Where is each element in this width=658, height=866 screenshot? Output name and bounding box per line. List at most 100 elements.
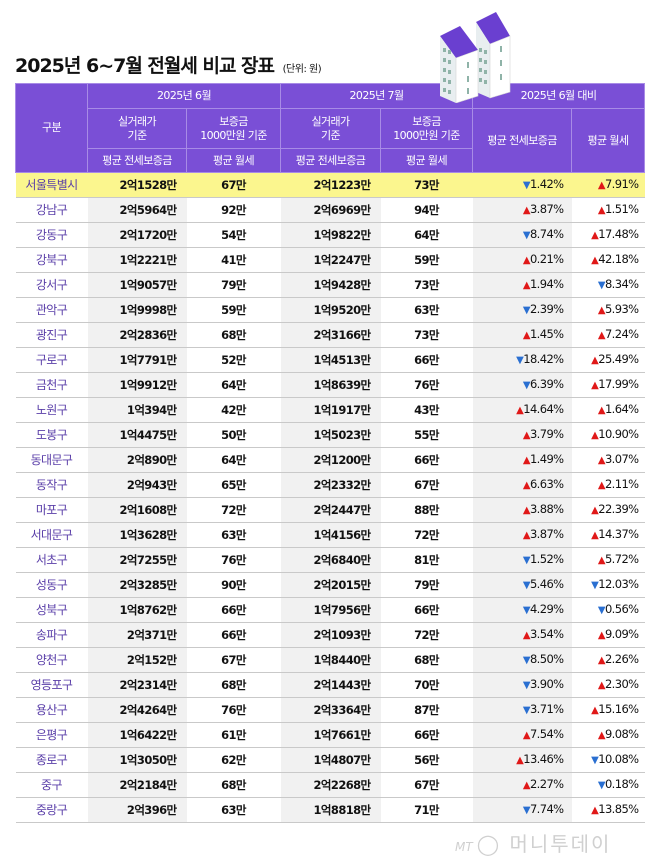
title-text: 2025년 6~7월 전월세 비교 장표 (15, 55, 275, 77)
change-jeonse-value: ▲3.54% (472, 622, 572, 648)
july-wolse-value: 67만 (380, 472, 473, 498)
change-wolse-value: ▲3.07% (571, 447, 645, 473)
june-wolse-value: 92만 (186, 197, 281, 223)
change-jeonse-value: ▼2.39% (472, 297, 572, 323)
july-wolse-value: 66만 (380, 597, 473, 623)
header-july-wolse: 평균 월세 (380, 148, 473, 173)
july-jeonse-value: 1억8440만 (280, 647, 381, 673)
change-jeonse-value: ▲13.46% (472, 747, 572, 773)
table-row: 성동구 2억3285만 90만 2억2015만 79만 ▼5.46% ▼12.03% (15, 572, 645, 598)
district-name: 금천구 (15, 372, 88, 398)
triangle-down-icon: ▼ (522, 380, 531, 391)
july-jeonse-value: 1억9428만 (280, 272, 381, 298)
june-wolse-value: 66만 (186, 597, 281, 623)
table-row: 구로구 1억7791만 52만 1억4513만 66만 ▼18.42% ▲25.49% (15, 347, 645, 373)
table-row: 서울특별시 2억1528만 67만 2억1223만 73만 ▼1.42% ▲7.91% (15, 172, 645, 198)
table-row: 관악구 1억9998만 59만 1억9520만 63만 ▼2.39% ▲5.93% (15, 297, 645, 323)
district-name: 도봉구 (15, 422, 88, 448)
july-jeonse-value: 2억1093만 (280, 622, 381, 648)
june-jeonse-value: 1억2221만 (87, 247, 187, 273)
triangle-up-icon: ▲ (591, 505, 599, 516)
change-wolse-value: ▲9.08% (571, 722, 645, 748)
july-wolse-value: 73만 (380, 272, 473, 298)
district-name: 구로구 (15, 347, 88, 373)
change-jeonse-value: ▲2.27% (472, 772, 572, 798)
header-july-basis-deposit: 보증금 1000만원 기준 (380, 108, 473, 149)
table-row: 강동구 2억1720만 54만 1억9822만 64만 ▼8.74% ▲17.48% (15, 222, 645, 248)
june-wolse-value: 64만 (186, 372, 281, 398)
change-jeonse-value: ▲6.63% (472, 472, 572, 498)
change-wolse-value: ▲10.90% (571, 422, 645, 448)
change-wolse-value: ▲42.18% (571, 247, 645, 273)
july-wolse-value: 67만 (380, 772, 473, 798)
july-jeonse-value: 2억1443만 (280, 672, 381, 698)
change-wolse-value: ▲17.48% (571, 222, 645, 248)
change-jeonse-value: ▲1.94% (472, 272, 572, 298)
july-wolse-value: 94만 (380, 197, 473, 223)
june-wolse-value: 67만 (186, 172, 281, 198)
july-jeonse-value: 1억4807만 (280, 747, 381, 773)
june-jeonse-value: 1억9998만 (87, 297, 187, 323)
july-wolse-value: 72만 (380, 622, 473, 648)
july-jeonse-value: 2억2268만 (280, 772, 381, 798)
page-title: 2025년 6~7월 전월세 비교 장표 (단위: 원) (15, 51, 322, 78)
table-row: 성북구 1억8762만 66만 1억7956만 66만 ▼4.29% ▼0.56% (15, 597, 645, 623)
triangle-down-icon: ▼ (522, 680, 531, 691)
district-name: 강북구 (15, 247, 88, 273)
change-wolse-value: ▲5.93% (571, 297, 645, 323)
district-name: 관악구 (15, 297, 88, 323)
triangle-up-icon: ▲ (597, 480, 606, 491)
triangle-up-icon: ▲ (522, 480, 531, 491)
july-jeonse-value: 1억1917만 (280, 397, 381, 423)
change-wolse-value: ▲25.49% (571, 347, 645, 373)
table-row: 서초구 2억7255만 76만 2억6840만 81만 ▼1.52% ▲5.72% (15, 547, 645, 573)
change-jeonse-value: ▼18.42% (472, 347, 572, 373)
district-name: 노원구 (15, 397, 88, 423)
triangle-up-icon: ▲ (597, 455, 606, 466)
july-jeonse-value: 1억4156만 (280, 522, 381, 548)
july-wolse-value: 66만 (380, 722, 473, 748)
change-wolse-value: ▼0.18% (571, 772, 645, 798)
july-jeonse-value: 2억1223만 (280, 172, 381, 198)
july-wolse-value: 76만 (380, 372, 473, 398)
triangle-up-icon: ▲ (522, 330, 531, 341)
triangle-down-icon: ▼ (522, 305, 531, 316)
june-jeonse-value: 2억1608만 (87, 497, 187, 523)
header-june-jeonse: 평균 전세보증금 (87, 148, 187, 173)
change-wolse-value: ▲2.30% (571, 672, 645, 698)
june-jeonse-value: 1억3050만 (87, 747, 187, 773)
july-wolse-value: 81만 (380, 547, 473, 573)
table-row: 노원구 1억394만 42만 1억1917만 43만 ▲14.64% ▲1.64% (15, 397, 645, 423)
july-jeonse-value: 1억7956만 (280, 597, 381, 623)
july-jeonse-value: 2억3364만 (280, 697, 381, 723)
june-jeonse-value: 2억1720만 (87, 222, 187, 248)
change-wolse-value: ▼12.03% (571, 572, 645, 598)
triangle-up-icon: ▲ (522, 430, 531, 441)
june-wolse-value: 90만 (186, 572, 281, 598)
header-change-wolse: 평균 월세 (571, 108, 645, 173)
triangle-up-icon: ▲ (591, 355, 599, 366)
july-wolse-value: 66만 (380, 347, 473, 373)
change-wolse-value: ▲1.51% (571, 197, 645, 223)
change-jeonse-value: ▼7.74% (472, 797, 572, 823)
july-wolse-value: 71만 (380, 797, 473, 823)
june-wolse-value: 52만 (186, 347, 281, 373)
june-wolse-value: 72만 (186, 497, 281, 523)
june-wolse-value: 65만 (186, 472, 281, 498)
june-jeonse-value: 1억4475만 (87, 422, 187, 448)
july-wolse-value: 68만 (380, 647, 473, 673)
july-jeonse-value: 1억8818만 (280, 797, 381, 823)
triangle-up-icon: ▲ (597, 305, 606, 316)
july-wolse-value: 55만 (380, 422, 473, 448)
district-name: 마포구 (15, 497, 88, 523)
change-jeonse-value: ▼8.74% (472, 222, 572, 248)
district-name: 동대문구 (15, 447, 88, 473)
july-wolse-value: 56만 (380, 747, 473, 773)
triangle-up-icon: ▲ (597, 555, 606, 566)
district-name: 중구 (15, 772, 88, 798)
triangle-up-icon: ▲ (597, 330, 606, 341)
july-jeonse-value: 2억3166만 (280, 322, 381, 348)
june-jeonse-value: 1억3628만 (87, 522, 187, 548)
june-wolse-value: 62만 (186, 747, 281, 773)
july-wolse-value: 72만 (380, 522, 473, 548)
